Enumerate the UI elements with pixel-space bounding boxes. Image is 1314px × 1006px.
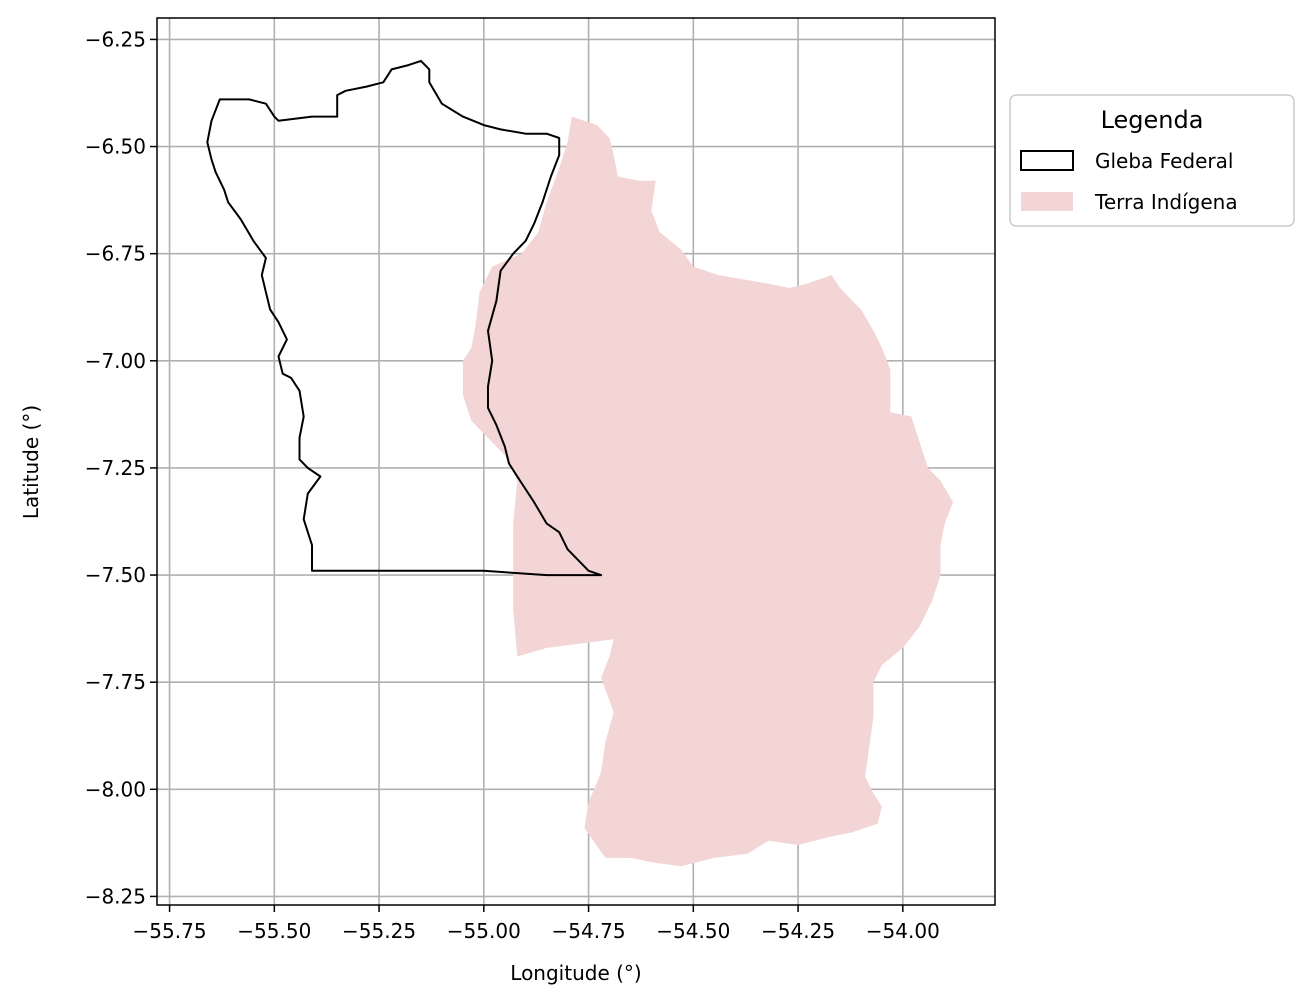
region-terra-ind-gena — [462, 116, 954, 867]
x-axis-label: Longitude (°) — [510, 961, 641, 985]
legend-label-terra-indigena: Terra Indígena — [1094, 190, 1238, 214]
x-tick-label: −54.00 — [866, 919, 940, 943]
legend-swatch-gleba-federal — [1020, 150, 1074, 171]
y-tick-label: −7.50 — [85, 563, 146, 587]
y-tick-label: −6.50 — [85, 135, 146, 159]
legend: Legenda Gleba Federal Terra Indígena — [1009, 94, 1295, 227]
x-tick-label: −55.00 — [447, 919, 521, 943]
legend-box — [1009, 94, 1295, 227]
y-tick-label: −7.00 — [85, 349, 146, 373]
x-tick-label: −55.25 — [342, 919, 416, 943]
y-tick-label: −8.00 — [85, 777, 146, 801]
x-tick-label: −55.75 — [133, 919, 207, 943]
y-tick-label: −6.25 — [85, 27, 146, 51]
x-tick-label: −54.25 — [761, 919, 835, 943]
map-layers — [206, 59, 954, 867]
legend-title: Legenda — [1101, 106, 1204, 134]
x-tick-label: −54.75 — [552, 919, 626, 943]
y-tick-label: −8.25 — [85, 884, 146, 908]
x-tick-label: −55.50 — [237, 919, 311, 943]
region-gleba-federal — [206, 59, 603, 577]
plot-frame — [156, 17, 996, 906]
y-axis-label: Latitude (°) — [19, 405, 43, 519]
axis-ticks: −55.75 −55.50 −55.25 −55.00 −54.75 −54.50 −54.… — [85, 27, 940, 943]
legend-label-gleba-federal: Gleba Federal — [1095, 149, 1233, 173]
legend-swatch-terra-indigena — [1021, 192, 1073, 211]
x-tick-label: −54.50 — [656, 919, 730, 943]
y-tick-label: −7.75 — [85, 670, 146, 694]
y-tick-label: −6.75 — [85, 242, 146, 266]
y-tick-label: −7.25 — [85, 456, 146, 480]
